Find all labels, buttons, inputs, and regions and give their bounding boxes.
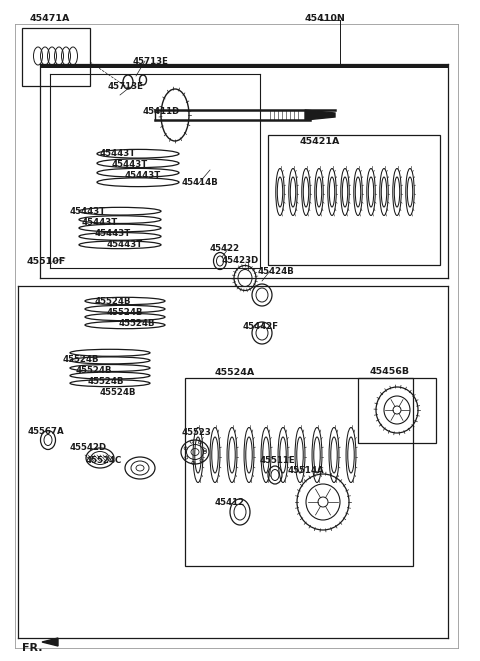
Text: 45412: 45412: [215, 498, 245, 507]
Bar: [185, 378, 413, 566]
Text: 45514A: 45514A: [288, 466, 324, 475]
Bar: [268, 135, 440, 265]
Text: 45456B: 45456B: [370, 367, 410, 376]
Text: 45713E: 45713E: [133, 57, 169, 66]
Text: 45524B: 45524B: [88, 377, 124, 386]
Text: 45523: 45523: [182, 428, 212, 437]
Text: 45422: 45422: [210, 244, 240, 253]
Text: 45414B: 45414B: [182, 178, 219, 187]
Text: FR.: FR.: [22, 643, 43, 653]
Text: 45524B: 45524B: [95, 297, 132, 306]
Text: 45424B: 45424B: [258, 267, 295, 276]
Text: 45411D: 45411D: [143, 107, 180, 116]
Text: 45410N: 45410N: [305, 14, 346, 23]
Text: 45524B: 45524B: [63, 355, 99, 364]
Text: 45524B: 45524B: [100, 388, 136, 397]
Text: 45524B: 45524B: [107, 308, 144, 317]
Polygon shape: [42, 638, 58, 646]
Text: 45443T: 45443T: [125, 171, 161, 180]
Bar: [22, 28, 90, 86]
Text: 45524A: 45524A: [215, 368, 255, 377]
Polygon shape: [305, 110, 335, 120]
Text: 45510F: 45510F: [27, 257, 66, 266]
Text: 45542D: 45542D: [70, 443, 107, 452]
Text: 45443T: 45443T: [70, 207, 106, 216]
Text: 45443T: 45443T: [107, 240, 143, 249]
Text: 45713E: 45713E: [108, 82, 144, 91]
Text: 45443T: 45443T: [82, 218, 118, 227]
Text: 45423D: 45423D: [222, 256, 259, 265]
Text: 45442F: 45442F: [243, 322, 279, 331]
Text: 45524C: 45524C: [86, 456, 122, 465]
Text: 45524B: 45524B: [119, 319, 156, 328]
Text: 45421A: 45421A: [300, 137, 340, 146]
Text: 45443T: 45443T: [100, 149, 136, 158]
Bar: [40, 64, 448, 68]
Text: 45443T: 45443T: [112, 160, 148, 169]
Text: 45511E: 45511E: [260, 456, 296, 465]
Text: 45524B: 45524B: [76, 366, 112, 375]
Bar: [358, 378, 436, 443]
Text: 45567A: 45567A: [28, 427, 65, 436]
Text: 45443T: 45443T: [95, 229, 131, 238]
Text: 45471A: 45471A: [30, 14, 71, 23]
